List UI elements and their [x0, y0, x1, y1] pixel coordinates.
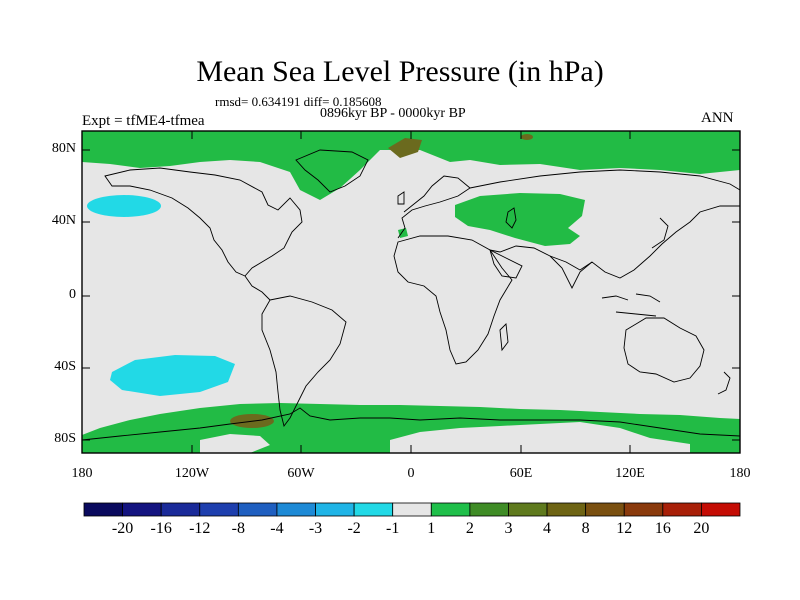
colorbar-swatch [122, 502, 162, 517]
colorbar-swatch [662, 502, 702, 517]
colorbar-swatch [353, 502, 394, 517]
colorbar-swatch [701, 502, 741, 517]
colorbar-label: 4 [543, 520, 552, 537]
coastline-antarctica [81, 407, 741, 441]
north-pacific-negative-region [87, 195, 161, 217]
arctic-small-strong-region [521, 134, 533, 140]
antarctic-neutral-hole [390, 422, 690, 453]
colorbar-swatch [392, 502, 432, 517]
lat-label-40n: 40N [51, 213, 76, 228]
antarctic-neutral-hole-west [200, 434, 270, 453]
lon-label-120e: 120E [615, 466, 645, 481]
colorbar-label: -12 [189, 520, 211, 537]
colorbar-label: -8 [231, 520, 245, 537]
coastline-india [549, 255, 593, 290]
lon-label-180w: 180 [71, 466, 93, 481]
coastline-australia [623, 317, 705, 383]
map-background [82, 131, 740, 453]
lat-label-80n: 80N [51, 141, 76, 156]
colorbar-swatch [430, 502, 471, 517]
lat-label-80s: 80S [54, 431, 76, 446]
colorbar-label: 12 [616, 520, 633, 537]
lon-label-60e: 60E [509, 466, 533, 481]
colorbar-swatch [237, 502, 278, 517]
lat-label-40s: 40S [54, 359, 76, 374]
colorbar-swatch [469, 502, 509, 517]
greenland-sea-strong-region [388, 138, 422, 158]
colorbar-swatch [623, 502, 664, 517]
coastline-japan [651, 217, 669, 249]
colorbar-swatch [315, 502, 355, 517]
eurasia-positive-region [455, 193, 585, 246]
colorbar-label: 16 [654, 520, 671, 537]
coastline-madagascar [499, 323, 509, 352]
coastline-africa [393, 235, 513, 365]
coastline-asia [469, 169, 741, 279]
time-period: 0896kyr BP - 0000kyr BP [320, 106, 466, 121]
longitude-ticks [191, 131, 631, 453]
colorbar-label: -3 [308, 520, 323, 537]
iberia-positive-region [398, 228, 408, 238]
colorbar-swatch [83, 502, 123, 517]
arctic-positive-region [82, 131, 740, 200]
coastline-caspian [505, 207, 517, 229]
latitude-ticks [82, 149, 740, 441]
colorbar-swatch [199, 502, 239, 517]
colorbar-swatch [160, 502, 201, 517]
colorbar-label: -4 [270, 520, 284, 537]
colorbar-label: -2 [347, 520, 361, 537]
coastline-british-isles [397, 191, 405, 205]
colorbar-label: -1 [386, 520, 400, 537]
colorbar-label: 3 [504, 520, 513, 537]
colorbar-label: 8 [581, 520, 590, 537]
coastlines [81, 149, 741, 441]
colorbar [83, 502, 741, 517]
coastline-new-zealand [717, 371, 731, 395]
coastline-indonesia [601, 293, 661, 317]
coastline-greenland [295, 149, 369, 193]
south-pacific-negative-region [110, 355, 235, 396]
lon-label-180e: 180 [729, 466, 751, 481]
lon-label-0: 0 [407, 466, 415, 481]
lon-label-120w: 120W [174, 466, 210, 481]
colorbar-swatch [546, 502, 587, 517]
lat-label-0: 0 [69, 287, 76, 302]
colorbar-swatch [585, 502, 625, 517]
coastline-arabia [489, 249, 523, 279]
coastline-south-america [261, 295, 347, 428]
colorbar-label: 2 [465, 520, 474, 537]
colorbar-swatch [276, 502, 316, 517]
plot-title: Mean Sea Level Pressure (in hPa) [196, 55, 604, 88]
colorbar-label: 1 [427, 520, 436, 537]
coastline-north-america [104, 167, 303, 277]
lon-label-60w: 60W [287, 466, 315, 481]
colorbar-label: -20 [111, 520, 134, 537]
coastline-europe [397, 175, 471, 239]
coastline-central-america [244, 275, 271, 301]
rmsd-diff-stats: rmsd= 0.634191 diff= 0.185608 [215, 94, 382, 109]
season-label: ANN [701, 110, 734, 126]
experiment-label: Expt = tfME4-tfmea [82, 113, 205, 129]
colorbar-swatch [508, 502, 548, 517]
colorbar-label: 20 [693, 520, 710, 537]
colorbar-label: -16 [150, 520, 172, 537]
